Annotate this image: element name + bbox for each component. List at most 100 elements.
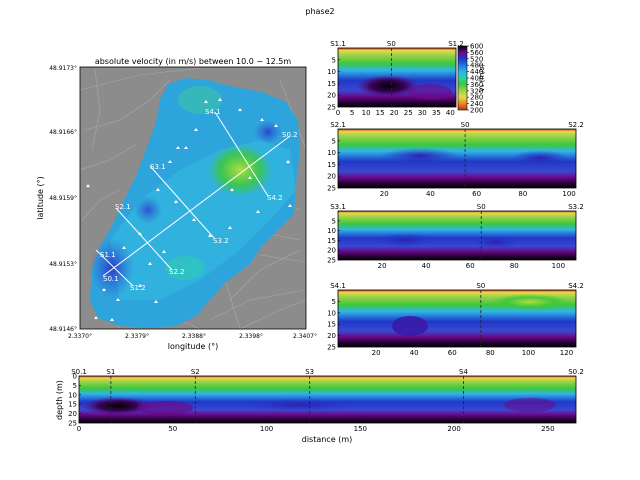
- p0-top-label: S1: [106, 368, 115, 376]
- station-marker: [238, 108, 242, 111]
- p1-ytick-label: 15: [327, 80, 336, 88]
- p1-ytick-label: 25: [327, 104, 336, 112]
- p2-anomaly-2: [510, 150, 570, 166]
- p3-xtick-label: 100: [552, 262, 565, 270]
- p0-ytick-label: 10: [68, 391, 77, 399]
- p3-anomaly: [375, 233, 435, 247]
- track-S0: [102, 135, 291, 277]
- label-S3.1: S3.1: [150, 163, 166, 171]
- map-profile-labels: S0.1 S0.2 S1.1 S1.2 S2.1 S2.2 S3.1 S3.2 …: [100, 108, 298, 292]
- p2-xtick-label: 100: [562, 190, 575, 198]
- station-marker: [138, 284, 142, 287]
- map-x-ticks: 2.3370° 2.3379° 2.3388° 2.3398° 2.3407°: [68, 333, 317, 340]
- map-zone-teal: [178, 86, 222, 114]
- map-xtick: 2.3398°: [239, 333, 263, 340]
- station-marker: [194, 128, 198, 131]
- p2-axes: 20 40 60 80 100 5 10 15 20 25 S2.1 S0 S2.2: [327, 121, 584, 198]
- p0-ytick-label: 20: [68, 410, 77, 418]
- colorbar-tick-label: 360: [470, 81, 483, 89]
- map-ytick: 48.9173°: [49, 65, 77, 72]
- p0-xtick-label: 250: [541, 425, 554, 433]
- p0-xtick-label: 50: [168, 425, 177, 433]
- p4-xtick-label: 60: [448, 349, 457, 357]
- profile-S4: 20 40 60 80 100 120 5 10 15 20 25 S4.1 S0 S4.2: [327, 282, 584, 357]
- p4-ytick-label: 10: [327, 309, 336, 317]
- p3-ytick-label: 15: [327, 237, 336, 245]
- p3-ytick-label: 5: [332, 217, 336, 225]
- station-marker: [162, 250, 166, 253]
- label-S1.2: S1.2: [130, 284, 146, 292]
- profile-S2: 20 40 60 80 100 5 10 15 20 25 S2.1 S0 S2.2: [327, 121, 584, 198]
- map-ytick: 48.9166°: [49, 129, 77, 136]
- p1-xtick-label: 20: [390, 109, 399, 117]
- p0-anomaly-2: [137, 401, 193, 415]
- p1-xtick-label: 10: [362, 109, 371, 117]
- station-marker: [148, 262, 152, 265]
- p4-anomaly-green: [490, 294, 570, 310]
- p1-frame: [337, 47, 457, 108]
- map-xlabel: longitude (°): [168, 342, 218, 351]
- station-marker: [156, 188, 160, 191]
- p1-anomaly-2: [408, 84, 452, 100]
- p1-xtick-label: 30: [418, 109, 427, 117]
- station-marker: [122, 246, 126, 249]
- station-marker: [286, 160, 290, 163]
- colorbar-tick-label: 480: [470, 62, 483, 70]
- p3-anomaly-2: [474, 235, 518, 249]
- colorbar-tick-label: 280: [470, 94, 483, 102]
- p2-anomaly: [380, 148, 460, 164]
- colorbar-tick-label: 400: [470, 75, 483, 83]
- p4-xtick-label: 80: [486, 349, 495, 357]
- colorbar-tick-label: 240: [470, 100, 483, 108]
- p1-xtick-label: 5: [350, 109, 354, 117]
- station-marker: [94, 316, 98, 319]
- p0-anomaly-3: [504, 398, 556, 412]
- p0-xlabel: distance (m): [302, 435, 352, 444]
- track-S1: [95, 249, 134, 287]
- p2-top-label: S0: [461, 121, 470, 129]
- station-marker: [174, 200, 178, 203]
- station-marker: [168, 160, 172, 163]
- station-marker: [192, 218, 196, 221]
- map-zone-blue-ne: [254, 120, 282, 144]
- colorbar-ramp: [457, 45, 468, 111]
- colorbar-label: Vₛ (m/s): [478, 64, 486, 92]
- p2-ytick-label: 20: [327, 173, 336, 181]
- p4-axes: 20 40 60 80 100 120 5 10 15 20 25 S4.1 S0 S4.2: [327, 282, 584, 357]
- p0-xtick-label: 100: [260, 425, 273, 433]
- p3-xtick-label: 20: [378, 262, 387, 270]
- station-marker: [110, 318, 114, 321]
- p3-field: [338, 211, 576, 260]
- colorbar-tick-label: 440: [470, 68, 483, 76]
- p1-ytick-label: 10: [327, 68, 336, 76]
- map-ytick: 48.9146°: [49, 326, 77, 333]
- map-y-ticks: 48.9173° 48.9166° 48.9159° 48.9153° 48.9…: [49, 65, 77, 333]
- map-xtick: 2.3370°: [68, 333, 92, 340]
- p0-field: [79, 376, 576, 423]
- p0-xtick-label: 200: [447, 425, 460, 433]
- p0-anomaly-4: [240, 399, 360, 411]
- label-S2.2: S2.2: [169, 268, 185, 276]
- label-S1.1: S1.1: [100, 251, 116, 259]
- colorbar-tick-label: 600: [470, 43, 483, 51]
- p1-xtick-label: 40: [446, 109, 455, 117]
- map-title: absolute velocity (in m/s) between 10.0 …: [95, 57, 292, 66]
- p0-ytick-label: 0: [73, 373, 77, 381]
- p0-frame: [78, 375, 577, 424]
- p4-top-label: S4.1: [330, 282, 346, 290]
- map-markers: [86, 98, 292, 321]
- p3-axes: 20 40 60 80 100 5 10 15 20 25 S3.1 S0 S3.2: [327, 203, 584, 270]
- map-xtick: 2.3379°: [125, 333, 149, 340]
- map-zone-blue-sw: [90, 238, 134, 298]
- p3-ytick-label: 25: [327, 257, 336, 265]
- p4-xtick-label: 100: [522, 349, 535, 357]
- map-zone-blue-mid: [134, 196, 162, 224]
- p0-top-label: S4: [459, 368, 468, 376]
- p2-xtick-label: 20: [380, 190, 389, 198]
- map-zone-green: [208, 144, 272, 196]
- p0-xtick-label: 0: [77, 425, 81, 433]
- map-frame: [79, 66, 307, 330]
- map-zone-teal-s: [165, 256, 205, 280]
- p2-xtick-label: 60: [472, 190, 481, 198]
